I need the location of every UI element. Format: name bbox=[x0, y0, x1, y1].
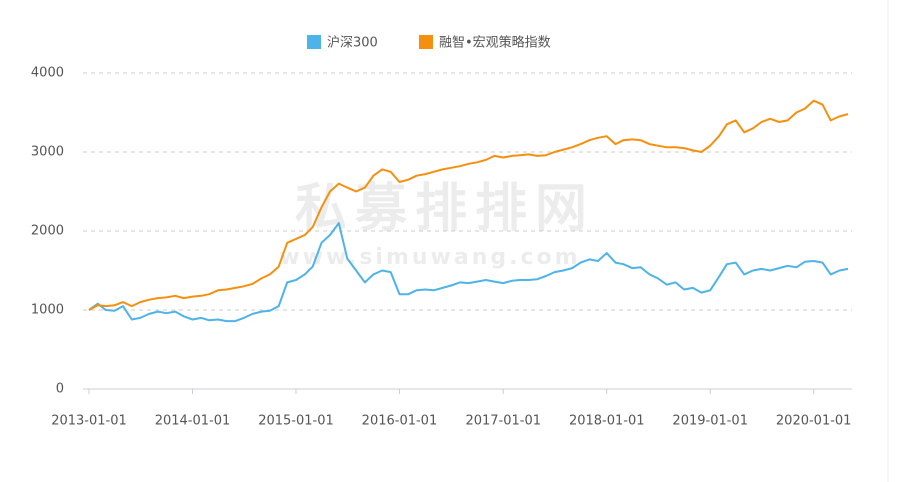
x-tick-label: 2014-01-01 bbox=[155, 414, 231, 429]
x-tick-label: 2015-01-01 bbox=[258, 414, 334, 429]
x-tick-label: 2017-01-01 bbox=[465, 414, 541, 429]
x-tick-label: 2013-01-01 bbox=[51, 414, 127, 429]
series-line bbox=[88, 99, 849, 311]
legend-label: 沪深300 bbox=[327, 35, 378, 51]
x-tick-label: 2020-01-01 bbox=[776, 414, 852, 429]
y-tick-label: 4000 bbox=[31, 66, 64, 81]
watermark: 私募排排网 bbox=[295, 179, 595, 239]
series-line bbox=[88, 222, 849, 323]
legend-swatch bbox=[419, 35, 433, 49]
x-tick-label: 2019-01-01 bbox=[672, 414, 748, 429]
y-tick-label: 0 bbox=[56, 382, 64, 397]
y-tick-label: 3000 bbox=[31, 145, 64, 160]
x-tick-label: 2018-01-01 bbox=[569, 414, 645, 429]
legend-label: 融智•宏观策略指数 bbox=[439, 35, 551, 51]
legend-swatch bbox=[307, 35, 321, 49]
watermark-url: www.simuwang.com bbox=[279, 245, 580, 270]
x-tick-label: 2016-01-01 bbox=[362, 414, 438, 429]
y-tick-label: 1000 bbox=[31, 303, 64, 318]
y-tick-label: 2000 bbox=[31, 224, 64, 239]
